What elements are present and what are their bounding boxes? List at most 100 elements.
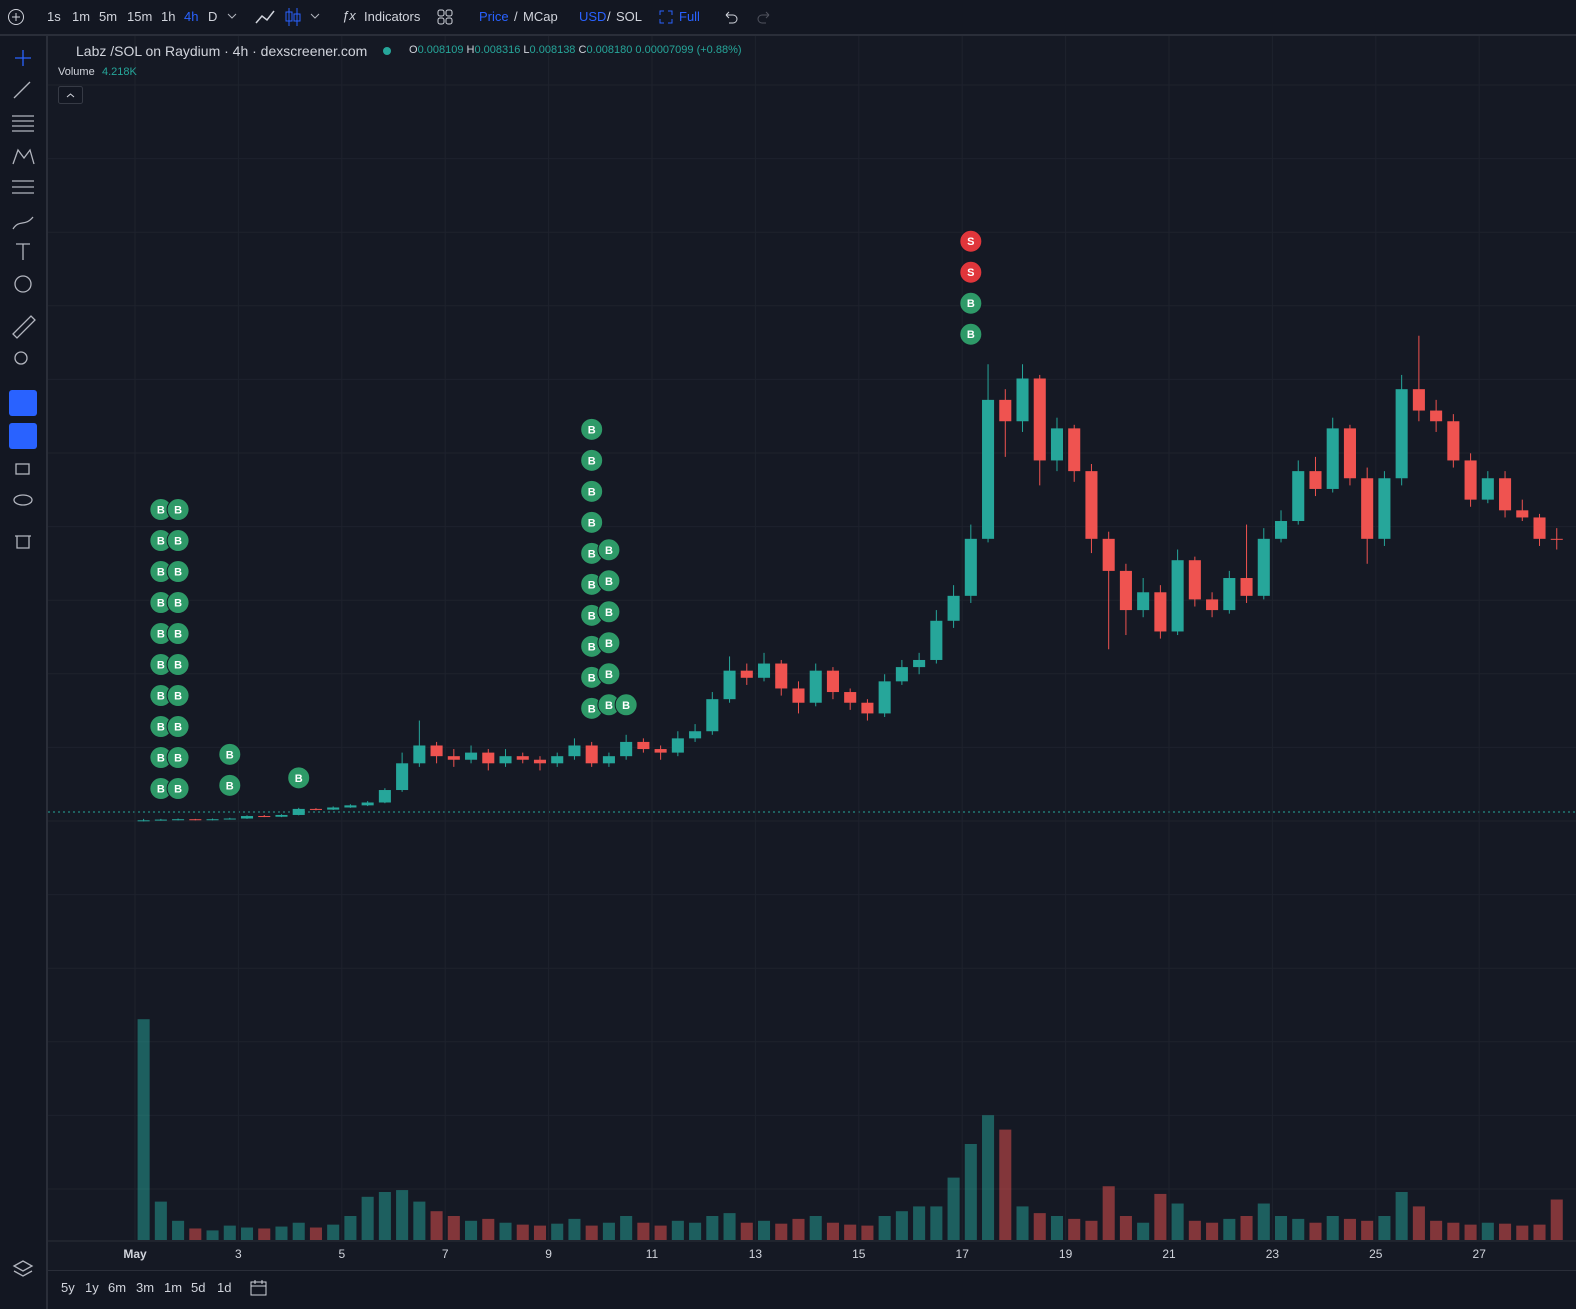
range-button[interactable]: 1d	[217, 1280, 232, 1295]
layers-icon[interactable]	[12, 1260, 34, 1277]
volume-label: Volume	[58, 66, 95, 78]
indicators-button[interactable]: Indicators	[364, 9, 421, 24]
line-chart-icon[interactable]	[254, 8, 276, 26]
magnet-tool[interactable]	[9, 390, 37, 416]
interval-button[interactable]: 1m	[72, 9, 91, 24]
range-button[interactable]: 6m	[108, 1280, 127, 1295]
volume-bar	[1447, 1222, 1460, 1240]
volume-bar	[1068, 1218, 1081, 1240]
trade-marker-label: B	[588, 517, 596, 529]
interval-button[interactable]: 5m	[99, 9, 118, 24]
volume-bar	[947, 1177, 960, 1240]
trade-marker-label: B	[588, 703, 596, 715]
trade-marker	[597, 538, 621, 562]
candle-icon[interactable]	[284, 6, 302, 28]
candle-body	[602, 756, 615, 764]
layout-icon[interactable]	[437, 9, 453, 25]
collapse-button[interactable]	[58, 86, 84, 105]
chevron[interactable]	[227, 11, 237, 21]
redo-icon[interactable]	[757, 9, 773, 25]
add-icon[interactable]	[7, 8, 25, 26]
x-tick-label: 25	[1369, 1247, 1383, 1261]
candle-body	[533, 759, 547, 764]
trade-marker-label: B	[157, 691, 165, 703]
delete-tool[interactable]	[15, 535, 31, 549]
trade-marker	[166, 498, 190, 522]
range-button[interactable]: 3m	[136, 1280, 155, 1295]
usd-toggle[interactable]: USD	[579, 9, 607, 24]
pattern-tool[interactable]	[12, 148, 35, 165]
volume-bar	[1206, 1222, 1219, 1240]
trend-line-tool[interactable]	[13, 81, 31, 99]
candle-body	[327, 807, 340, 810]
candle-body	[620, 741, 633, 757]
trade-marker	[597, 662, 621, 686]
trade-marker-label: B	[174, 691, 182, 703]
fib-tool[interactable]	[12, 115, 34, 132]
text-tool[interactable]	[16, 243, 30, 260]
ruler-tool[interactable]	[12, 315, 36, 339]
range-button[interactable]: 5d	[191, 1280, 206, 1295]
candle-body	[1309, 471, 1322, 489]
chevron[interactable]	[310, 11, 320, 21]
trade-marker-label: B	[588, 672, 596, 684]
volume-bar	[982, 1115, 995, 1240]
price-toggle[interactable]: Price	[479, 9, 509, 24]
candle-body	[430, 745, 443, 757]
stay-drawing-tool[interactable]	[9, 423, 37, 449]
volume-bar	[137, 1019, 150, 1240]
candle-body	[1516, 510, 1529, 518]
zoom-tool[interactable]	[14, 351, 28, 365]
date-range-icon[interactable]	[250, 1279, 268, 1297]
mcap-toggle[interactable]: MCap	[523, 9, 558, 24]
trade-marker	[597, 631, 621, 655]
interval-button[interactable]: 15m	[127, 9, 153, 24]
trade-marker-label: S	[967, 236, 974, 248]
volume-bar	[1430, 1220, 1443, 1240]
range-button[interactable]: 5y	[61, 1280, 75, 1295]
candle-body	[809, 670, 822, 703]
interval-button[interactable]: 4h	[184, 9, 199, 24]
trade-marker-label: B	[174, 660, 182, 672]
trade-marker-label: B	[157, 505, 165, 517]
candle-body	[1274, 521, 1288, 539]
fullscreen-icon[interactable]	[659, 10, 673, 24]
crosshair-tool[interactable]	[15, 50, 31, 66]
range-button[interactable]: 1m	[164, 1280, 183, 1295]
volume-bar	[757, 1220, 771, 1240]
brush-tool[interactable]	[12, 216, 34, 230]
sol-toggle[interactable]: SOL	[616, 9, 643, 24]
candle-body	[1102, 538, 1115, 571]
volume-bar	[378, 1192, 391, 1240]
hide-tool[interactable]	[13, 494, 33, 506]
candle-body	[1033, 378, 1046, 461]
candle-body	[206, 819, 219, 821]
volume-bar	[396, 1190, 409, 1240]
trade-marker-label: B	[295, 773, 303, 785]
trade-marker-label: B	[605, 576, 613, 588]
candle-body	[172, 819, 185, 821]
undo-icon[interactable]	[722, 9, 738, 25]
volume-bar	[292, 1222, 305, 1240]
projection-tool[interactable]	[12, 180, 34, 194]
trade-marker	[597, 569, 621, 593]
interval-button[interactable]: 1s	[47, 9, 61, 24]
volume-bar	[447, 1216, 460, 1240]
range-button[interactable]: 1y	[85, 1280, 99, 1295]
trade-marker	[166, 529, 190, 553]
volume-bar	[309, 1227, 322, 1240]
interval-button[interactable]: D	[208, 9, 218, 24]
candle-body	[1464, 460, 1477, 500]
full-button[interactable]: Full	[679, 9, 700, 24]
trade-marker-label: B	[588, 579, 596, 591]
x-tick-label: 19	[1059, 1247, 1073, 1261]
volume-value: 4.218K	[102, 66, 137, 78]
volume-bar	[792, 1218, 805, 1240]
lock-tool[interactable]	[15, 463, 30, 475]
trade-marker	[166, 653, 190, 677]
emoji-tool[interactable]	[14, 275, 32, 293]
volume-bar	[1361, 1220, 1374, 1240]
candle-body	[964, 538, 977, 596]
volume-bar	[809, 1216, 822, 1240]
interval-button[interactable]: 1h	[161, 9, 176, 24]
